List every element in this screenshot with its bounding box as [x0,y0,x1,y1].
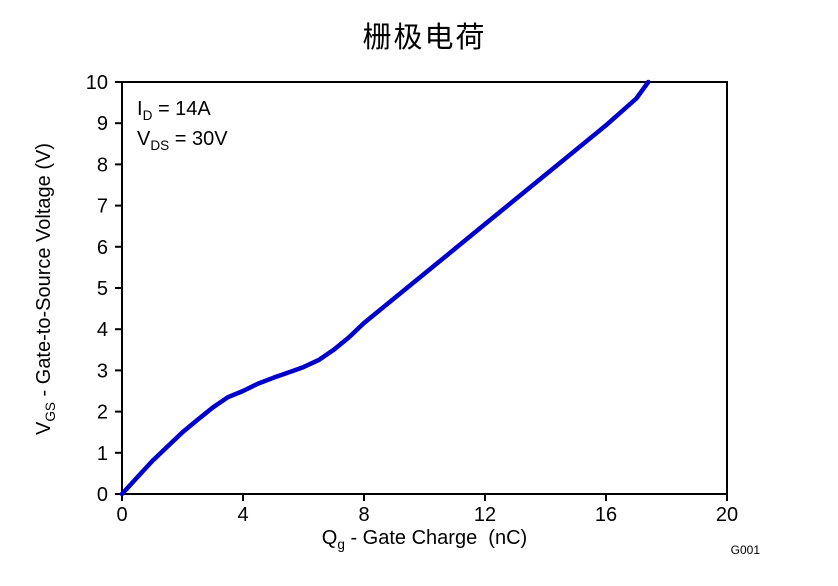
condition-drain-source-voltage: VDS = 30V [137,128,228,153]
y-tick-label: 10 [86,72,108,94]
x-tick-label: 8 [358,504,369,526]
test-conditions: ID = 14A VDS = 30V [137,94,228,154]
x-tick-label: 4 [237,504,248,526]
condition-drain-current: ID = 14A [137,98,211,123]
x-tick-label: 12 [474,504,496,526]
y-tick-label: 7 [97,196,108,218]
x-tick-label: 0 [116,504,127,526]
gate-charge-curve [119,79,651,497]
y-tick-label: 0 [97,484,108,506]
plot-id-label: G001 [730,543,760,557]
chart-title: 栅极电荷 [362,20,487,54]
y-tick-label: 3 [97,360,108,382]
y-tick-label: 6 [97,237,108,259]
x-tick-label: 16 [595,504,617,526]
x-tick-label: 20 [716,504,738,526]
y-axis-label: VGS - Gate-to-Source Voltage (V) [33,143,58,435]
y-tick-label: 4 [97,319,108,341]
y-tick-label: 8 [97,154,108,176]
y-tick-label: 2 [97,402,108,424]
y-tick-label: 9 [97,113,108,135]
x-axis-label: Qg - Gate Charge (nC) [321,527,528,552]
y-tick-label: 1 [97,443,108,465]
y-tick-label: 5 [97,278,108,300]
